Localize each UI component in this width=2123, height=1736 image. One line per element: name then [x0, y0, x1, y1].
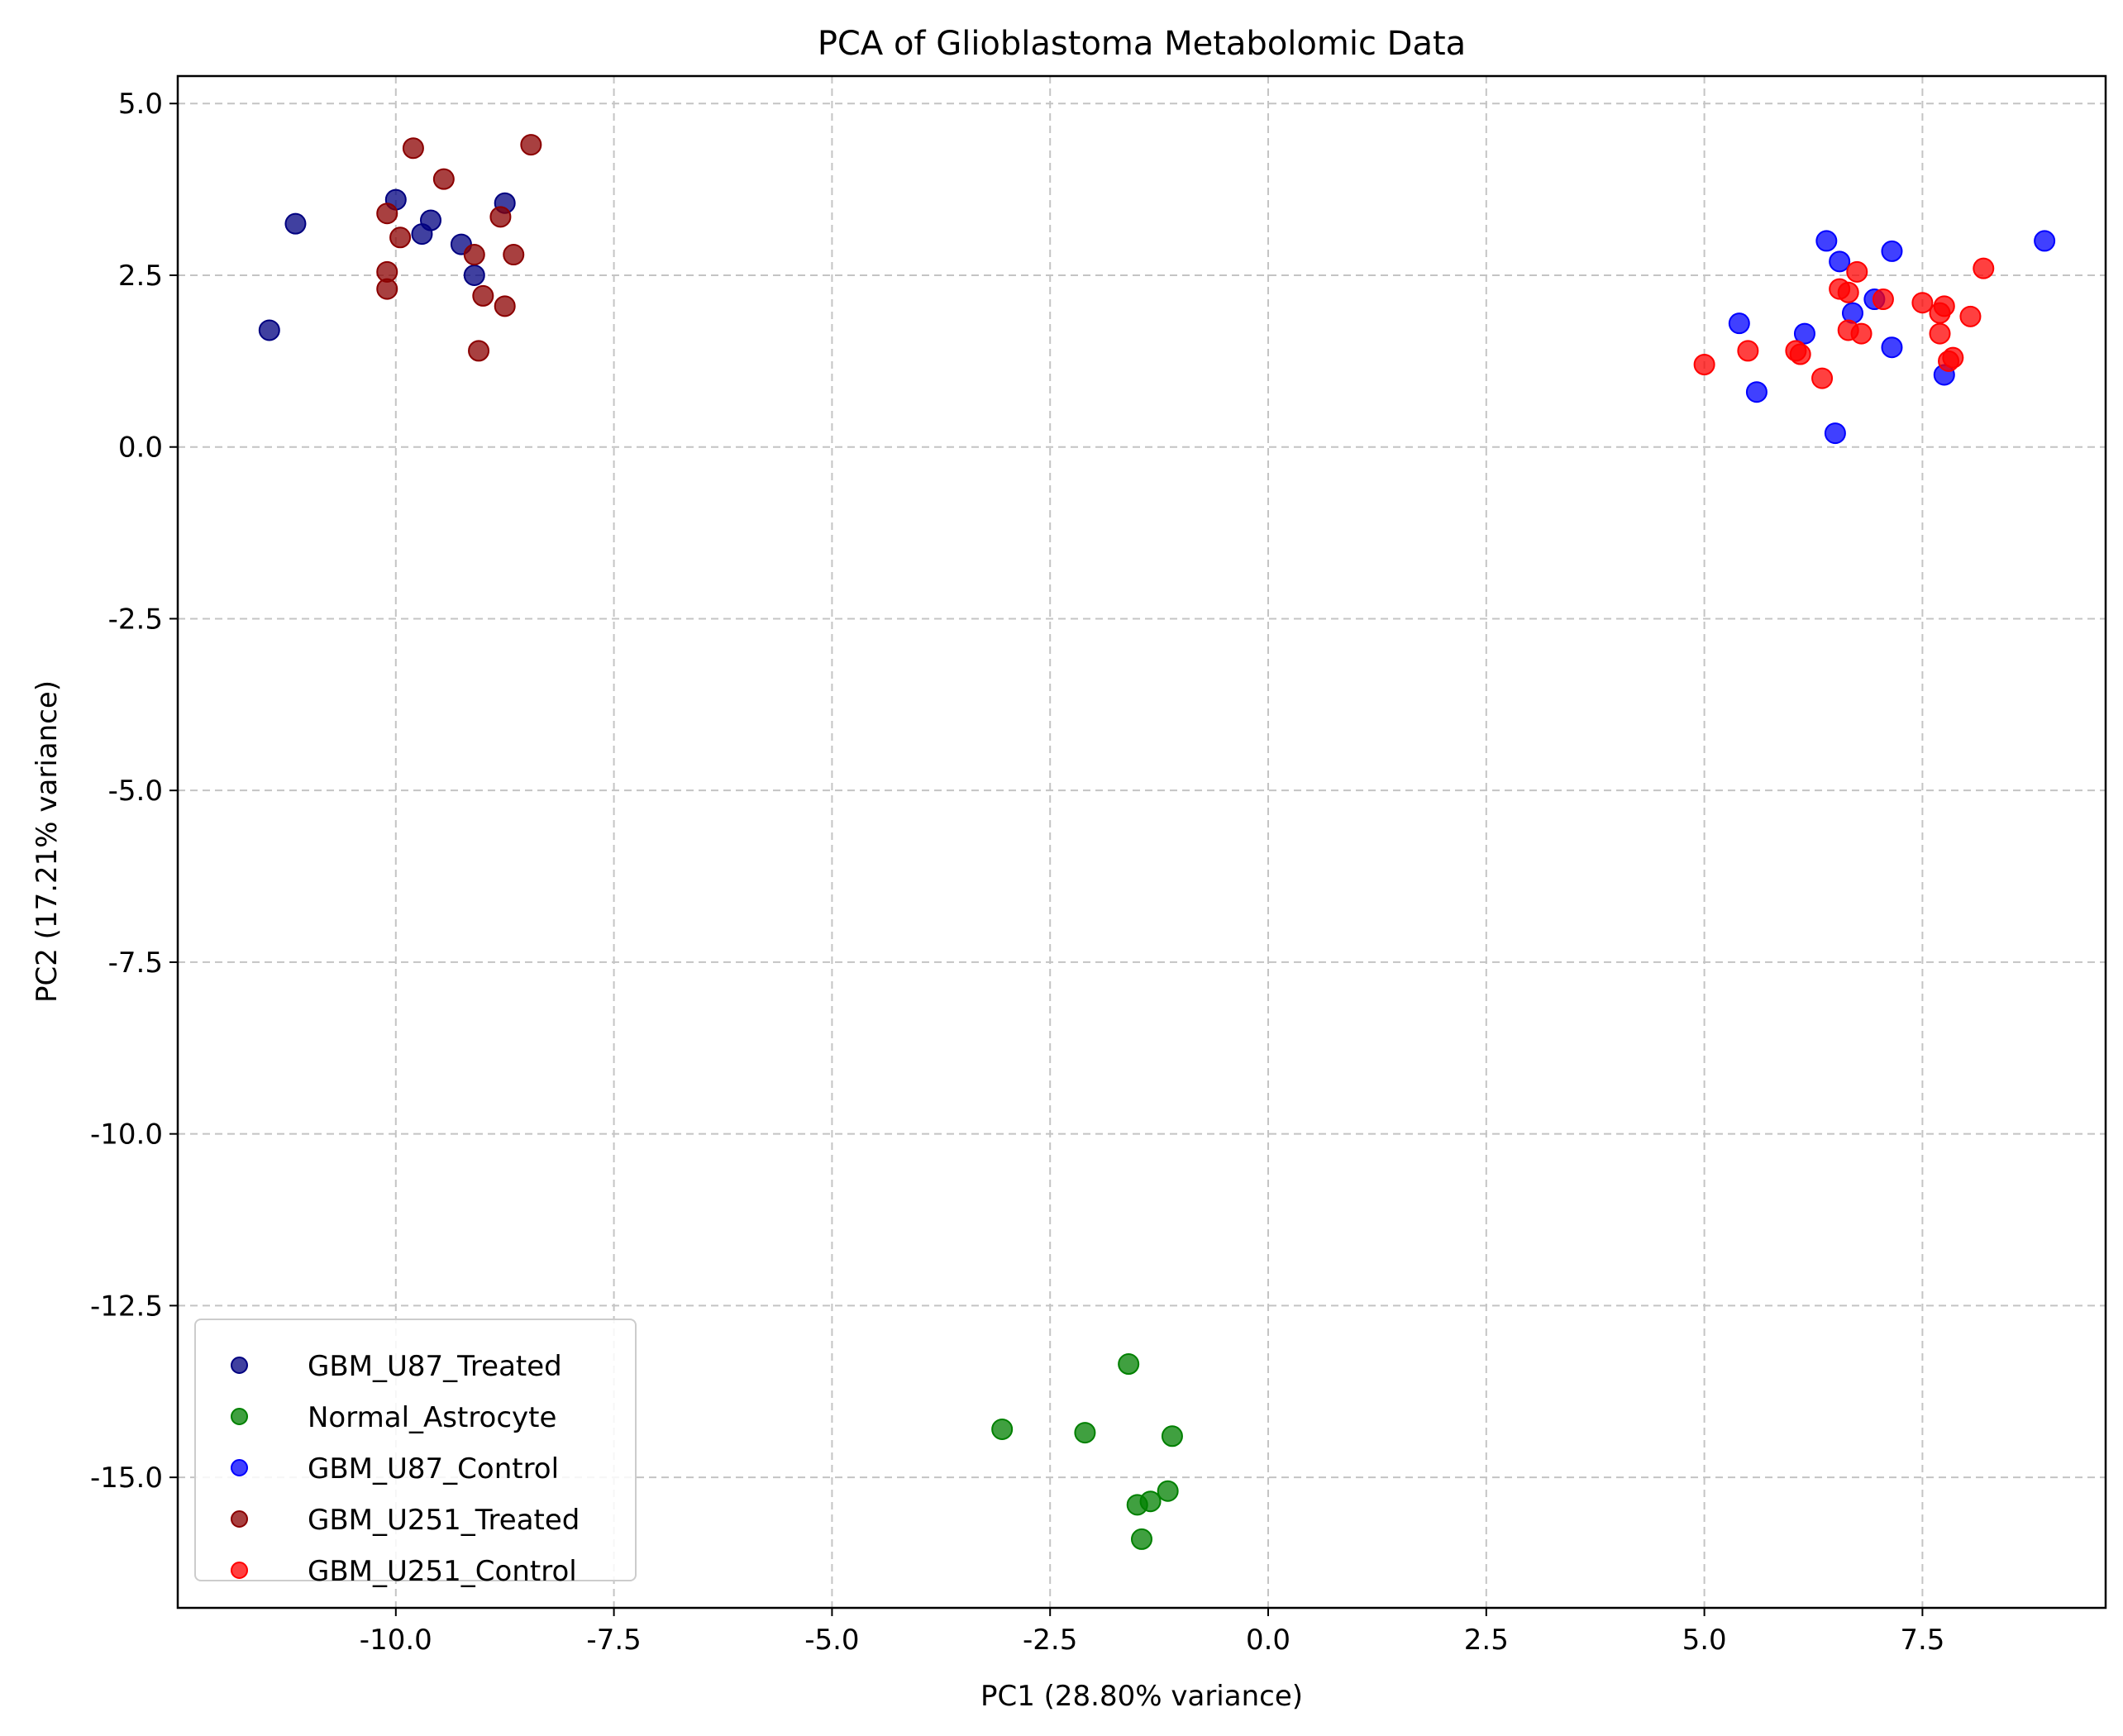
data-point [463, 264, 485, 286]
series-gbm-u87-control [1728, 230, 2056, 445]
data-point [991, 1418, 1014, 1440]
data-point [402, 137, 424, 160]
data-point [1789, 343, 1811, 365]
legend-marker [231, 1562, 248, 1579]
data-point [1815, 230, 1838, 252]
series-gbm-u251-control [1693, 257, 1995, 389]
data-point [1881, 240, 1903, 262]
data-point [1881, 336, 1903, 359]
data-point [1824, 422, 1846, 445]
data-point [1872, 289, 1894, 311]
y-tick-label: -5.0 [108, 775, 163, 808]
data-point [1161, 1425, 1183, 1447]
data-point [389, 227, 412, 249]
data-point [1131, 1528, 1152, 1550]
legend-item-normal-astrocyte: Normal_Astrocyte [196, 1400, 635, 1434]
data-point [489, 206, 512, 228]
legend-item-gbm-u251-treated: GBM_U251_Treated [196, 1503, 635, 1537]
grid-lines [178, 76, 2106, 1608]
y-tick-label: -12.5 [90, 1290, 163, 1323]
data-point [1959, 305, 1982, 327]
data-point [284, 212, 307, 235]
legend-label: Normal_Astrocyte [308, 1401, 557, 1434]
legend-label: GBM_U87_Treated [308, 1350, 562, 1383]
data-point [472, 284, 494, 307]
y-tick-label: -15.0 [90, 1462, 163, 1495]
data-point [1126, 1494, 1148, 1516]
data-point [432, 168, 455, 190]
data-point [1737, 340, 1759, 362]
x-tick-label: 0.0 [1246, 1624, 1290, 1657]
data-point [258, 319, 280, 341]
data-point [1837, 281, 1859, 303]
chart-title: PCA of Glioblastoma Metabolomic Data [818, 25, 1466, 63]
data-point [1811, 367, 1834, 389]
data-point [1973, 257, 1995, 279]
x-tick-label: -10.0 [360, 1624, 432, 1657]
data-point [1693, 353, 1715, 375]
data-point [2034, 230, 2056, 252]
data-point [494, 295, 516, 317]
data-point [1829, 250, 1851, 273]
legend-marker [231, 1408, 248, 1425]
data-point [468, 340, 490, 362]
data-point [463, 244, 485, 266]
legend-item-gbm-u251-control: GBM_U251_Control [196, 1554, 635, 1588]
data-point [1846, 260, 1868, 283]
x-tick-label: -7.5 [586, 1624, 641, 1657]
x-tick-label: 7.5 [1900, 1624, 1944, 1657]
data-point [1157, 1480, 1179, 1502]
x-tick-label: -2.5 [1023, 1624, 1077, 1657]
data-point [1118, 1353, 1140, 1376]
x-tick-label: 5.0 [1682, 1624, 1727, 1657]
data-point [1938, 350, 1960, 372]
data-point [1911, 292, 1934, 314]
x-tick-label: 2.5 [1464, 1624, 1509, 1657]
legend-item-gbm-u87-treated: GBM_U87_Treated [196, 1349, 635, 1383]
series-normal-astrocyte [991, 1353, 1183, 1550]
legend-label: GBM_U251_Control [308, 1555, 577, 1588]
series-gbm-u251-treated [376, 134, 542, 362]
y-tick-label: 5.0 [118, 88, 163, 121]
data-points [258, 134, 2056, 1550]
legend-marker [231, 1510, 248, 1528]
legend-marker [231, 1357, 248, 1374]
y-axis-label: PC2 (17.21% variance) [31, 680, 64, 1003]
data-point [520, 134, 542, 156]
y-tick-label: 2.5 [118, 260, 163, 293]
data-point [1728, 312, 1750, 335]
y-tick-label: -7.5 [108, 947, 163, 980]
axis-ticks: -10.0 -7.5 -5.0 -2.5 0.0 2.5 5.0 7.5 5.0 2.5 0.0 -2… [90, 88, 1944, 1657]
x-axis-label: PC1 (28.80% variance) [980, 1680, 1303, 1713]
data-point [1745, 381, 1768, 403]
data-point [1929, 322, 1951, 345]
x-tick-label: -5.0 [804, 1624, 859, 1657]
plot-frame [176, 74, 2107, 1610]
legend: GBM_U87_Treated Normal_Astrocyte GBM_U87… [194, 1319, 637, 1588]
y-tick-label: -10.0 [90, 1118, 163, 1152]
data-point [420, 209, 442, 231]
data-point [1793, 322, 1815, 345]
data-point [376, 278, 398, 300]
data-point [1850, 322, 1873, 345]
legend-label: GBM_U87_Control [308, 1452, 560, 1486]
legend-item-gbm-u87-control: GBM_U87_Control [196, 1452, 635, 1486]
y-tick-label: -2.5 [108, 603, 163, 636]
data-point [376, 203, 398, 225]
legend-marker [231, 1459, 248, 1476]
data-point [1929, 302, 1951, 324]
y-tick-label: 0.0 [118, 432, 163, 465]
legend-label: GBM_U251_Treated [308, 1504, 580, 1537]
data-point [503, 244, 525, 266]
data-point [1074, 1422, 1096, 1444]
